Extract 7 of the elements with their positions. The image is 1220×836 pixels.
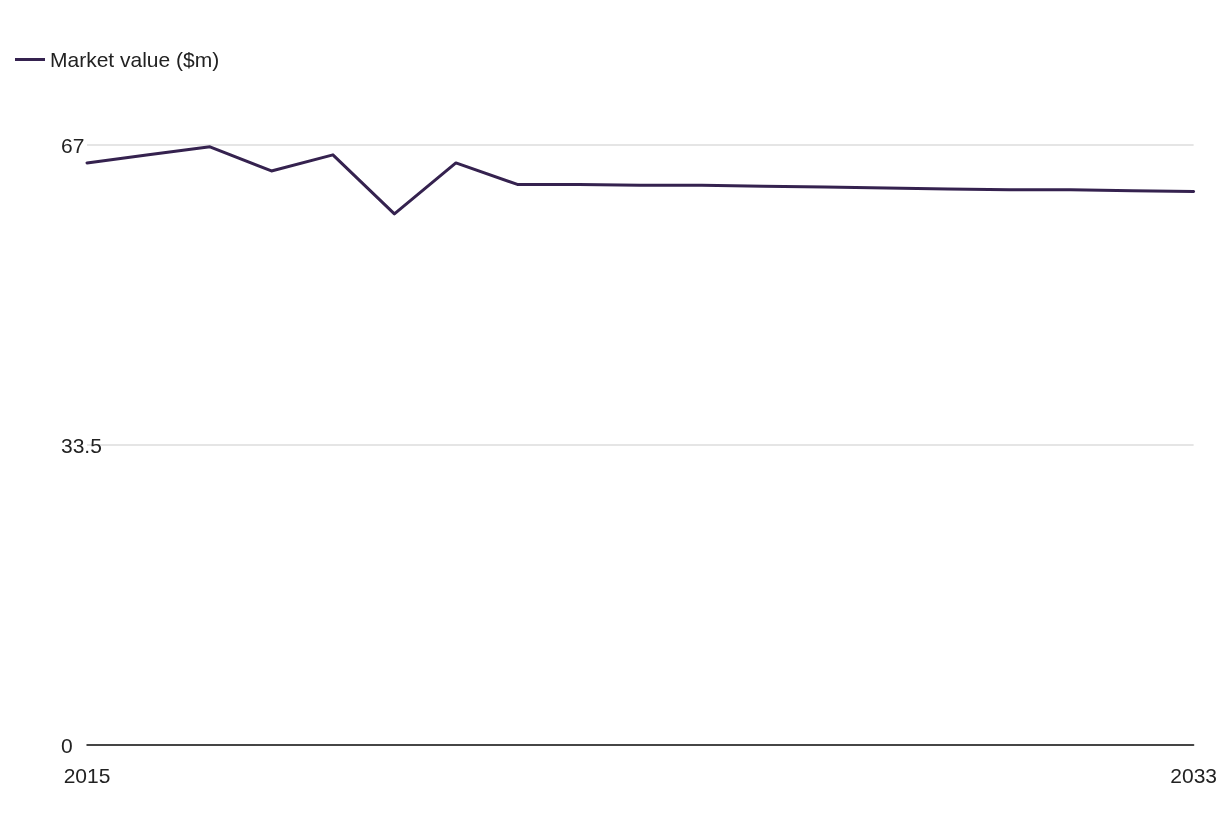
line-series <box>85 145 1196 216</box>
x-tick-label: 2033 <box>1170 764 1217 787</box>
y-tick-label: 67 <box>61 133 85 157</box>
legend-label: Market value ($m) <box>50 48 220 71</box>
y-tick-label: 0 <box>61 733 73 757</box>
y-tick-label: 33.5 <box>61 433 102 457</box>
x-tick-label: 2015 <box>63 764 111 787</box>
